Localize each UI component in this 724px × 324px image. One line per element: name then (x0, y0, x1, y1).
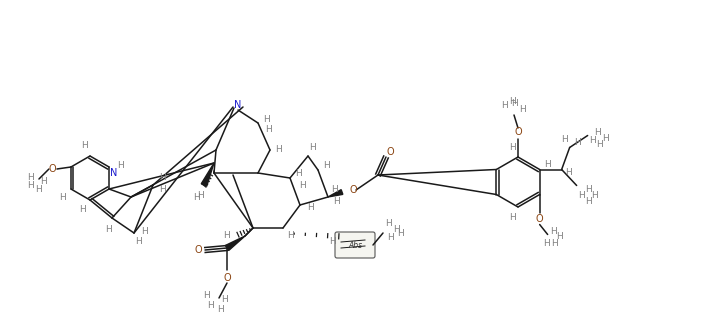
Polygon shape (225, 236, 245, 250)
Text: H: H (41, 178, 47, 187)
Text: H: H (509, 97, 515, 106)
Text: H: H (35, 186, 42, 194)
Text: N: N (110, 168, 118, 178)
Text: H: H (397, 228, 405, 237)
Text: H: H (135, 237, 143, 247)
Text: H: H (264, 114, 270, 123)
Text: H: H (298, 180, 306, 190)
Text: H: H (334, 198, 340, 206)
Text: H: H (142, 226, 148, 236)
Text: H: H (594, 128, 601, 137)
Text: H: H (512, 98, 518, 108)
Text: H: H (287, 232, 295, 240)
Text: O: O (349, 185, 357, 195)
Text: H: H (203, 292, 211, 300)
Text: H: H (80, 205, 86, 214)
Text: O: O (536, 214, 544, 225)
Text: H: H (117, 160, 123, 169)
Text: H: H (159, 173, 165, 182)
Text: H: H (28, 180, 34, 190)
Text: H: H (266, 125, 272, 134)
Text: H: H (551, 239, 558, 248)
Text: H: H (550, 227, 557, 236)
Text: H: H (193, 192, 199, 202)
Text: H: H (28, 172, 34, 181)
Text: H: H (331, 184, 337, 193)
Text: H: H (592, 191, 598, 200)
Text: H: H (80, 142, 88, 151)
Polygon shape (328, 190, 343, 197)
Text: H: H (602, 134, 609, 143)
Text: H: H (518, 106, 526, 114)
Text: H: H (276, 145, 282, 155)
Text: H: H (106, 225, 112, 234)
Text: H: H (392, 225, 400, 234)
FancyBboxPatch shape (335, 232, 375, 258)
Text: H: H (502, 101, 508, 110)
Text: H: H (384, 218, 392, 227)
Text: Abs: Abs (348, 240, 362, 249)
Text: H: H (387, 234, 395, 242)
Text: H: H (589, 136, 596, 145)
Text: H: H (509, 143, 515, 152)
Text: H: H (224, 232, 230, 240)
Text: H: H (218, 305, 224, 314)
Polygon shape (201, 163, 214, 186)
Text: H: H (307, 203, 313, 213)
Text: H: H (578, 191, 585, 200)
Text: H: H (509, 213, 515, 222)
Text: O: O (48, 164, 56, 174)
Text: H: H (310, 143, 316, 152)
Text: H: H (208, 300, 214, 309)
Text: H: H (585, 185, 592, 194)
Text: H: H (597, 140, 603, 149)
Text: H: H (59, 192, 67, 202)
Text: H: H (295, 168, 301, 178)
Text: H: H (197, 191, 203, 200)
Text: H: H (543, 239, 550, 248)
Text: N: N (235, 100, 242, 110)
Text: H: H (561, 135, 568, 144)
Text: O: O (194, 245, 202, 255)
Text: H: H (159, 186, 165, 194)
Text: H: H (329, 237, 337, 247)
Text: H: H (221, 295, 227, 305)
Text: O: O (386, 147, 394, 157)
Text: H: H (556, 232, 563, 241)
Text: H: H (544, 160, 551, 169)
Text: H: H (324, 160, 330, 169)
Text: O: O (223, 273, 231, 283)
Text: O: O (514, 127, 522, 137)
Text: H: H (565, 168, 572, 177)
Text: H: H (574, 138, 581, 147)
Text: H: H (585, 197, 592, 206)
